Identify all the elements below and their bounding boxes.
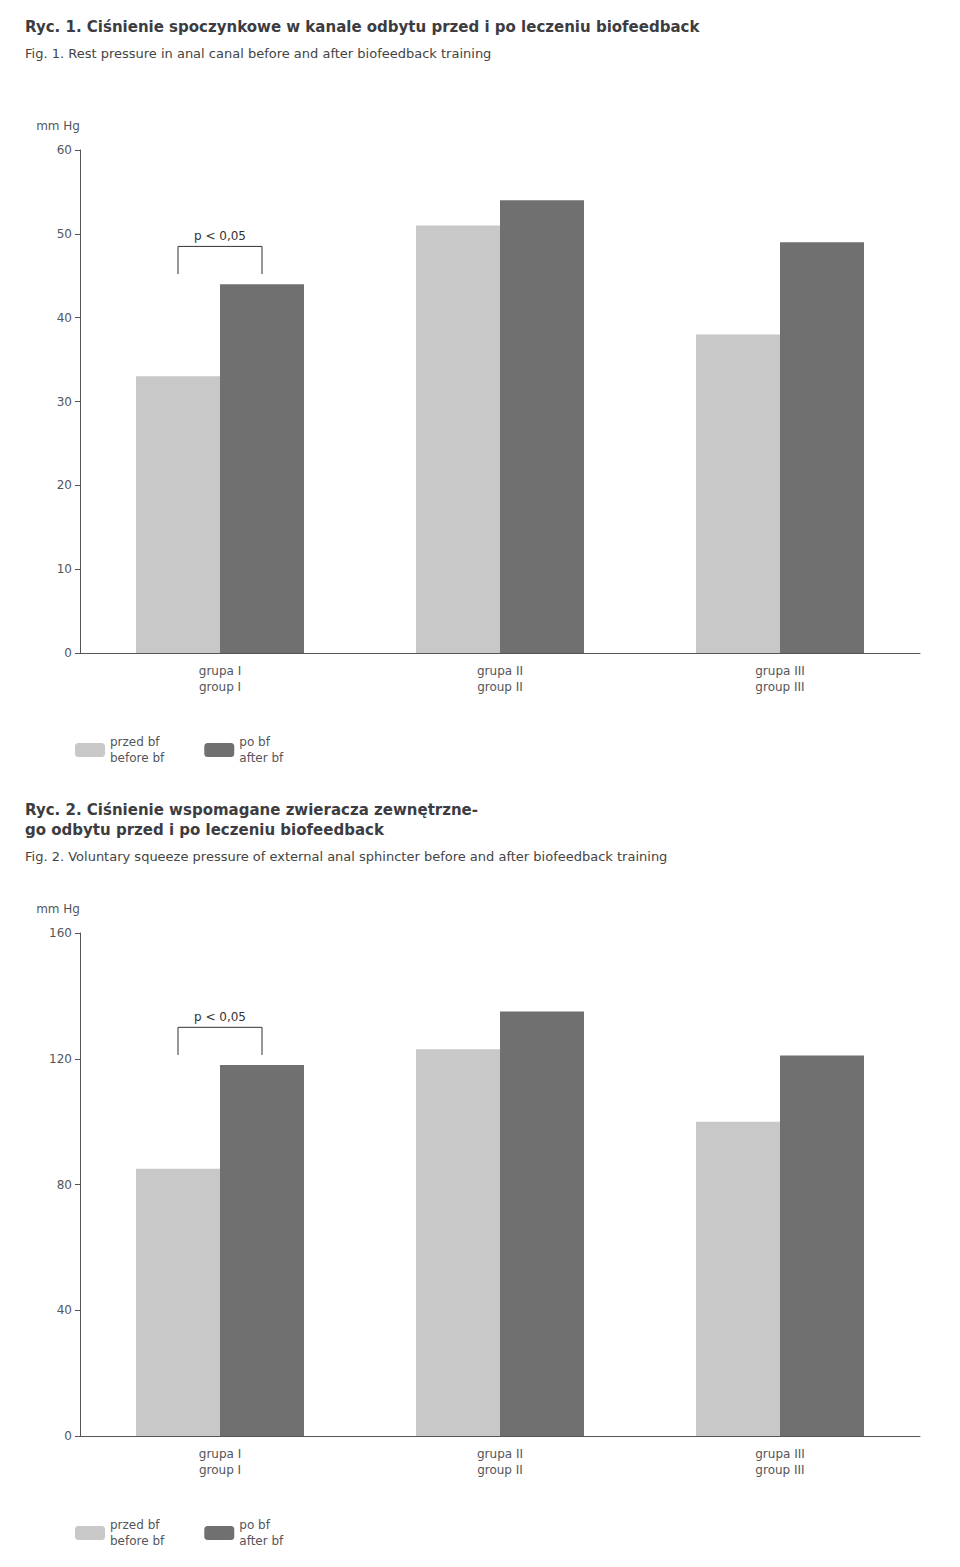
svg-text:Ryc. 1. Ciśnienie spoczynkowe: Ryc. 1. Ciśnienie spoczynkowe w kanale o…: [25, 18, 700, 36]
svg-text:Fig. 1. Rest pressure in anal: Fig. 1. Rest pressure in anal canal befo…: [25, 46, 491, 61]
svg-text:after bf: after bf: [239, 751, 284, 765]
svg-text:group III: group III: [755, 1463, 804, 1477]
svg-text:p < 0,05: p < 0,05: [194, 229, 246, 243]
svg-text:120: 120: [49, 1052, 72, 1066]
svg-text:po bf: po bf: [239, 1518, 270, 1532]
svg-text:after bf: after bf: [239, 1534, 284, 1548]
svg-text:group I: group I: [199, 1463, 241, 1477]
svg-text:20: 20: [57, 478, 72, 492]
svg-text:go odbytu przed i po leczeniu: go odbytu przed i po leczeniu biofeedbac…: [25, 821, 385, 839]
svg-text:przed bf: przed bf: [110, 1518, 160, 1532]
svg-text:50: 50: [57, 227, 72, 241]
svg-text:0: 0: [64, 1429, 72, 1443]
svg-text:Fig. 2. Voluntary squeeze pres: Fig. 2. Voluntary squeeze pressure of ex…: [25, 849, 667, 864]
svg-text:group III: group III: [755, 680, 804, 694]
svg-text:0: 0: [64, 646, 72, 660]
svg-text:60: 60: [57, 143, 72, 157]
svg-text:Ryc. 2. Ciśnienie wspomagane z: Ryc. 2. Ciśnienie wspomagane zwieracza z…: [25, 801, 478, 819]
svg-text:10: 10: [57, 562, 72, 576]
svg-text:40: 40: [57, 311, 72, 325]
svg-text:group II: group II: [477, 680, 523, 694]
svg-text:80: 80: [57, 1178, 72, 1192]
svg-text:mm Hg: mm Hg: [36, 902, 80, 916]
svg-text:group II: group II: [477, 1463, 523, 1477]
svg-text:160: 160: [49, 926, 72, 940]
svg-text:30: 30: [57, 395, 72, 409]
svg-text:grupa III: grupa III: [755, 664, 805, 678]
svg-text:grupa I: grupa I: [199, 1447, 241, 1461]
svg-text:grupa II: grupa II: [477, 664, 523, 678]
svg-text:40: 40: [57, 1303, 72, 1317]
svg-text:grupa I: grupa I: [199, 664, 241, 678]
svg-text:grupa II: grupa II: [477, 1447, 523, 1461]
svg-text:mm Hg: mm Hg: [36, 119, 80, 133]
svg-text:grupa III: grupa III: [755, 1447, 805, 1461]
svg-text:before bf: before bf: [110, 751, 165, 765]
svg-text:po bf: po bf: [239, 735, 270, 749]
svg-text:przed bf: przed bf: [110, 735, 160, 749]
svg-text:before bf: before bf: [110, 1534, 165, 1548]
svg-text:p < 0,05: p < 0,05: [194, 1010, 246, 1024]
svg-text:group I: group I: [199, 680, 241, 694]
